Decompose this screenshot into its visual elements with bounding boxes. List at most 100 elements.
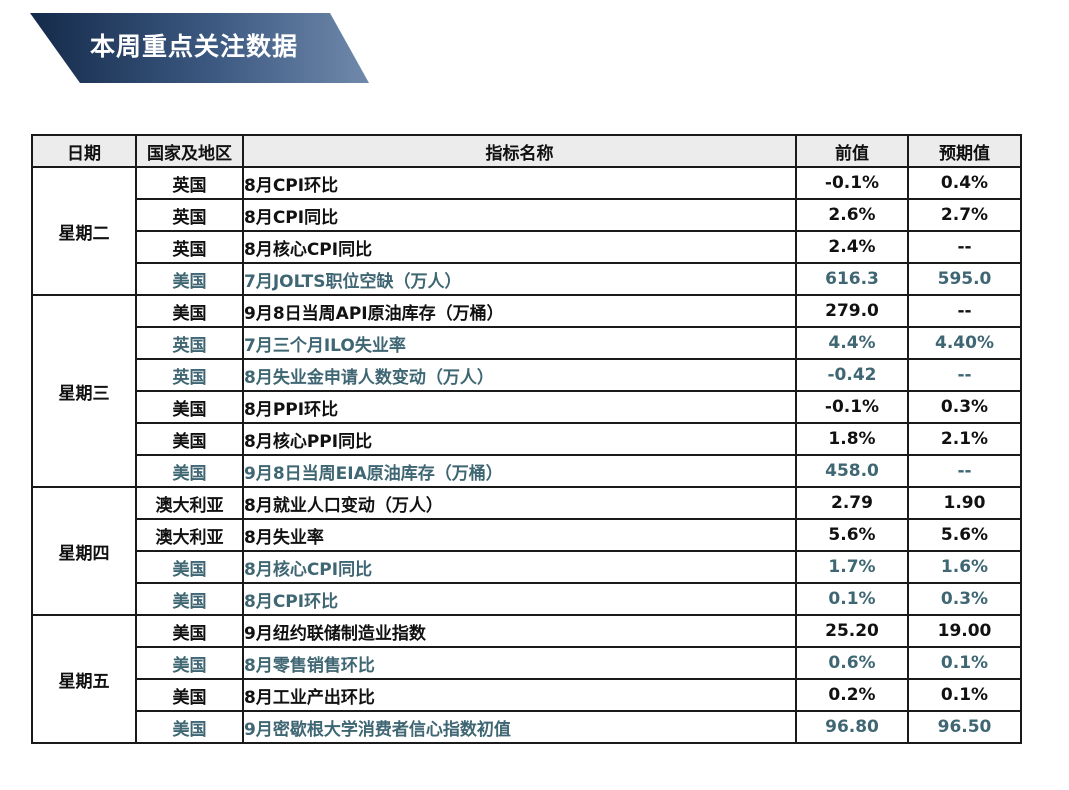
table-row: 星期四 澳大利亚 8月就业人口变动（万人） 2.79 1.90 — [31, 486, 1022, 616]
expected-value-cell: 0.1% — [907, 646, 1022, 680]
previous-value-cell: 96.80 — [795, 710, 909, 744]
table-row: 美国 8月核心PPI同比 1.8% 2.1% — [32, 422, 1022, 456]
previous-value-cell: 25.20 — [795, 614, 909, 648]
table-row: 英国 7月三个月ILO失业率 4.4% 4.40% — [32, 326, 1022, 360]
country-cell: 澳大利亚 — [135, 518, 244, 552]
weekly-data-table: 日期 国家及地区 指标名称 前值 预期值 星期二 英国 8月CPI环比 -0.1% 0.… — [31, 134, 1022, 744]
country-cell: 英国 — [135, 230, 244, 264]
indicator-cell: 8月就业人口变动（万人） — [242, 486, 797, 520]
header-date: 日期 — [31, 134, 137, 168]
indicator-cell: 7月JOLTS职位空缺（万人） — [242, 262, 797, 296]
table-row: 美国 8月CPI环比 0.1% 0.3% — [32, 582, 1022, 616]
country-cell: 美国 — [135, 422, 244, 456]
expected-value-cell: 0.3% — [907, 390, 1022, 424]
indicator-cell: 8月核心PPI同比 — [242, 422, 797, 456]
indicator-cell: 8月CPI环比 — [242, 166, 797, 200]
table-row: 英国 8月CPI同比 2.6% 2.7% — [32, 198, 1022, 232]
indicator-cell: 9月8日当周EIA原油库存（万桶） — [242, 454, 797, 488]
country-cell: 美国 — [135, 614, 244, 648]
indicator-cell: 9月纽约联储制造业指数 — [242, 614, 797, 648]
country-cell: 美国 — [135, 646, 244, 680]
country-cell: 美国 — [135, 710, 244, 744]
table-row: 美国 8月核心CPI同比 1.7% 1.6% — [32, 550, 1022, 584]
previous-value-cell: -0.1% — [795, 166, 909, 200]
previous-value-cell: 2.6% — [795, 198, 909, 232]
expected-value-cell: 4.40% — [907, 326, 1022, 360]
table-row: 美国 9月8日当周EIA原油库存（万桶） 458.0 -- — [32, 454, 1022, 488]
previous-value-cell: 279.0 — [795, 294, 909, 328]
previous-value-cell: 0.1% — [795, 582, 909, 616]
table-row: 星期二 英国 8月CPI环比 -0.1% 0.4% — [31, 166, 1022, 296]
expected-value-cell: -- — [907, 230, 1022, 264]
table-row: 美国 8月PPI环比 -0.1% 0.3% — [32, 390, 1022, 424]
header-previous: 前值 — [795, 134, 909, 168]
expected-value-cell: 2.1% — [907, 422, 1022, 456]
table-header-row: 日期 国家及地区 指标名称 前值 预期值 — [31, 134, 1022, 168]
expected-value-cell: -- — [907, 454, 1022, 488]
previous-value-cell: -0.1% — [795, 390, 909, 424]
expected-value-cell: 0.1% — [907, 678, 1022, 712]
expected-value-cell: 0.4% — [907, 166, 1022, 200]
table-row: 澳大利亚 8月失业率 5.6% 5.6% — [32, 518, 1022, 552]
previous-value-cell: 616.3 — [795, 262, 909, 296]
indicator-cell: 8月失业金申请人数变动（万人） — [242, 358, 797, 392]
previous-value-cell: 0.6% — [795, 646, 909, 680]
previous-value-cell: 1.8% — [795, 422, 909, 456]
indicator-cell: 9月密歇根大学消费者信心指数初值 — [242, 710, 797, 744]
indicator-cell: 8月CPI环比 — [242, 582, 797, 616]
indicator-cell: 8月零售销售环比 — [242, 646, 797, 680]
table-row: 星期三 美国 9月8日当周API原油库存（万桶） 279.0 -- — [31, 294, 1022, 488]
previous-value-cell: 0.2% — [795, 678, 909, 712]
country-cell: 美国 — [135, 582, 244, 616]
country-cell: 美国 — [135, 454, 244, 488]
table-row: 美国 7月JOLTS职位空缺（万人） 616.3 595.0 — [32, 262, 1022, 296]
table-row: 星期五 美国 9月纽约联储制造业指数 25.20 19.00 — [31, 614, 1022, 744]
country-cell: 美国 — [135, 390, 244, 424]
indicator-cell: 8月失业率 — [242, 518, 797, 552]
day-cell: 星期二 — [31, 166, 137, 296]
expected-value-cell: 0.3% — [907, 582, 1022, 616]
indicator-cell: 8月PPI环比 — [242, 390, 797, 424]
table-row: 美国 9月密歇根大学消费者信心指数初值 96.80 96.50 — [32, 710, 1022, 744]
table-body: 星期二 英国 8月CPI环比 -0.1% 0.4% 英国 8月CPI同比 2.6% 2.7% 英国… — [31, 166, 1022, 744]
expected-value-cell: 1.6% — [907, 550, 1022, 584]
expected-value-cell: 19.00 — [907, 614, 1022, 648]
table-row: 美国 8月工业产出环比 0.2% 0.1% — [32, 678, 1022, 712]
expected-value-cell: -- — [907, 358, 1022, 392]
previous-value-cell: -0.42 — [795, 358, 909, 392]
expected-value-cell: -- — [907, 294, 1022, 328]
indicator-cell: 8月CPI同比 — [242, 198, 797, 232]
previous-value-cell: 2.79 — [795, 486, 909, 520]
country-cell: 美国 — [135, 678, 244, 712]
previous-value-cell: 5.6% — [795, 518, 909, 552]
country-cell: 美国 — [135, 262, 244, 296]
indicator-cell: 8月核心CPI同比 — [242, 230, 797, 264]
country-cell: 英国 — [135, 358, 244, 392]
country-cell: 英国 — [135, 326, 244, 360]
banner-shape — [30, 13, 369, 83]
previous-value-cell: 1.7% — [795, 550, 909, 584]
indicator-cell: 8月工业产出环比 — [242, 678, 797, 712]
expected-value-cell: 96.50 — [907, 710, 1022, 744]
indicator-cell: 8月核心CPI同比 — [242, 550, 797, 584]
banner-title: 本周重点关注数据 — [90, 32, 299, 61]
country-cell: 美国 — [135, 294, 244, 328]
day-cell: 星期五 — [31, 614, 137, 744]
header-country: 国家及地区 — [135, 134, 244, 168]
indicator-cell: 9月8日当周API原油库存（万桶） — [242, 294, 797, 328]
expected-value-cell: 5.6% — [907, 518, 1022, 552]
country-cell: 英国 — [135, 198, 244, 232]
expected-value-cell: 595.0 — [907, 262, 1022, 296]
country-cell: 美国 — [135, 550, 244, 584]
day-cell: 星期四 — [31, 486, 137, 616]
section-banner: 本周重点关注数据 — [30, 13, 369, 83]
previous-value-cell: 2.4% — [795, 230, 909, 264]
previous-value-cell: 458.0 — [795, 454, 909, 488]
table-row: 美国 8月零售销售环比 0.6% 0.1% — [32, 646, 1022, 680]
table-row: 英国 8月核心CPI同比 2.4% -- — [32, 230, 1022, 264]
header-expected: 预期值 — [907, 134, 1022, 168]
table-row: 英国 8月失业金申请人数变动（万人） -0.42 -- — [32, 358, 1022, 392]
expected-value-cell: 1.90 — [907, 486, 1022, 520]
country-cell: 英国 — [135, 166, 244, 200]
country-cell: 澳大利亚 — [135, 486, 244, 520]
